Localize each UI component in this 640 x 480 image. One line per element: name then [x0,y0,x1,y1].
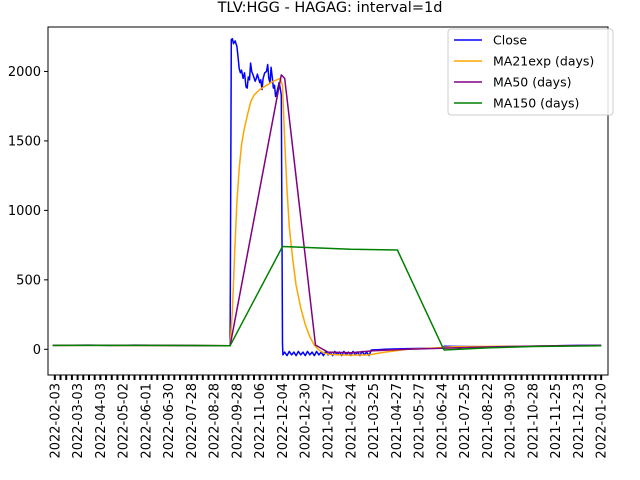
y-tick-label: 500 [16,273,41,288]
x-tick-label: 2022-09-28 [230,383,245,459]
x-tick-label: 2021-11-25 [549,383,564,459]
legend-box [447,28,614,116]
series-line-close [52,38,602,357]
x-tick-label: 2022-01-20 [595,383,610,459]
x-tick-label: 2022-07-28 [185,383,200,459]
x-tick-label: 2022-04-03 [94,383,109,459]
x-tick-label: 2022-03-03 [71,383,86,459]
y-tick-label: 2000 [8,65,41,80]
x-tick-label: 2022-11-06 [253,383,268,459]
x-tick-label: 2020-12-30 [299,383,314,459]
legend-label: MA150 (days) [493,96,579,111]
x-tick-label: 2021-08-22 [481,383,496,459]
legend-label: MA21exp (days) [493,54,594,69]
y-tick-label: 0 [33,343,41,358]
plot-frame [47,26,609,376]
series-layer [52,38,602,357]
series-line-ma150-days [52,245,602,351]
plot-area [52,38,602,357]
x-tick-label: 2021-04-27 [390,383,405,459]
y-tick-label: 1500 [8,134,41,149]
x-tick-label: 2021-01-27 [322,383,337,459]
legend: Close MA21exp (days) MA50 (days) MA150 (day… [447,28,614,116]
legend-label: MA50 (days) [493,75,571,90]
chart-title: TLV:HGG - HAGAG: interval=1d [217,0,443,16]
x-tick-label: 2021-10-28 [526,383,541,459]
x-tick-label: 2022-02-03 [48,383,63,459]
x-tick-label: 2021-09-30 [504,383,519,459]
x-tick-label: 2021-03-25 [367,383,382,459]
x-tick-label: 2021-05-27 [413,383,428,459]
x-tick-label: 2022-08-28 [208,383,223,459]
y-axis: 0 500 1000 1500 2000 [8,65,48,358]
x-axis: 2022-02-03 2022-03-03 2022-04-03 2022-05-02… [48,375,610,459]
y-tick-label: 1000 [8,204,41,219]
x-tick-label: 2021-06-24 [435,383,450,459]
legend-label: Close [493,33,527,48]
x-tick-label: 2022-05-02 [117,383,132,459]
x-tick-label: 2022-06-01 [139,383,154,459]
x-tick-label: 2021-12-23 [572,383,587,459]
x-tick-label: 2022-12-04 [276,383,291,459]
x-tick-label: 2021-07-25 [458,383,473,459]
x-tick-label: 2022-06-30 [162,383,177,459]
x-tick-label: 2021-02-24 [344,383,359,459]
